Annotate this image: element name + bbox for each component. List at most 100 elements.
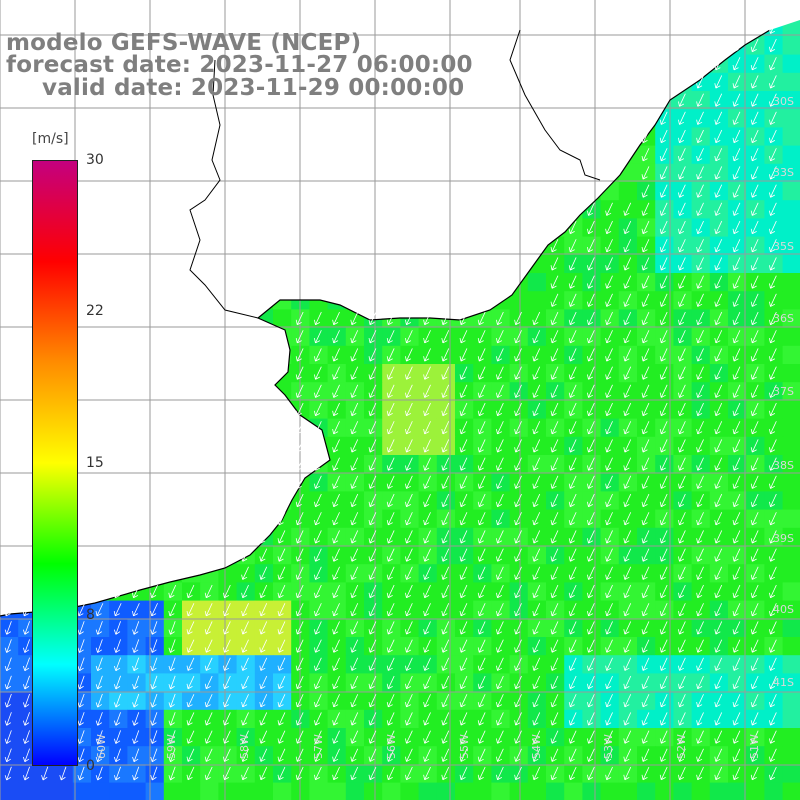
wind-speed-cell — [382, 782, 401, 800]
wind-arrow — [641, 402, 650, 417]
wind-speed-cell — [546, 746, 565, 765]
wind-speed-cell — [691, 418, 711, 438]
wind-arrow — [314, 330, 322, 344]
wind-arrow — [714, 384, 723, 398]
wind-speed-cell — [163, 746, 183, 765]
wind-arrow — [477, 621, 486, 635]
wind-arrow — [295, 675, 304, 690]
wind-speed-cell — [382, 345, 401, 365]
wind-arrow — [441, 694, 450, 708]
wind-arrow — [423, 457, 431, 471]
wind-arrow — [769, 402, 777, 417]
wind-arrow — [423, 402, 431, 417]
wind-speed-cell — [145, 655, 165, 674]
wind-speed-cell — [109, 709, 128, 729]
wind-arrow — [95, 639, 103, 653]
wind-arrow — [732, 257, 741, 271]
wind-speed-cell — [163, 728, 183, 747]
wind-speed-cell — [746, 746, 765, 765]
wind-arrow — [477, 348, 486, 362]
wind-speed-cell — [473, 509, 492, 529]
wind-speed-cell — [0, 764, 19, 784]
wind-speed-cell — [91, 618, 110, 638]
wind-arrow — [459, 366, 468, 380]
wind-speed-cell — [655, 655, 674, 674]
wind-arrow — [241, 730, 249, 744]
wind-arrow — [496, 621, 504, 635]
wind-arrow — [423, 748, 431, 762]
wind-speed-cell — [655, 327, 674, 347]
wind-arrow — [750, 530, 759, 544]
wind-arrow — [241, 566, 249, 580]
wind-speed-cell — [637, 218, 656, 238]
wind-arrow — [714, 348, 723, 362]
wind-speed-cell — [455, 637, 474, 656]
wind-speed-cell — [673, 145, 693, 165]
wind-arrow — [659, 311, 668, 326]
wind-speed-cell — [546, 418, 565, 438]
wind-arrow — [550, 621, 559, 635]
wind-speed-cell — [582, 327, 602, 347]
wind-arrow — [550, 220, 559, 235]
wind-arrow — [277, 512, 286, 526]
wind-arrow — [405, 712, 413, 726]
wind-speed-cell — [618, 618, 638, 638]
wind-speed-cell — [746, 54, 765, 74]
wind-speed-cell — [764, 655, 784, 674]
wind-speed-cell — [327, 709, 347, 729]
wind-speed-cell — [18, 764, 37, 784]
wind-speed-cell — [764, 546, 784, 565]
wind-arrow — [568, 293, 577, 307]
wind-speed-cell — [509, 491, 529, 511]
wind-arrow — [769, 293, 777, 307]
wind-arrow — [350, 384, 359, 398]
wind-speed-cell — [273, 691, 292, 711]
wind-arrow — [259, 766, 268, 781]
wind-speed-cell — [309, 764, 329, 784]
wind-arrow — [659, 603, 668, 617]
wind-speed-cell — [546, 364, 565, 383]
wind-speed-cell — [145, 746, 165, 765]
wind-speed-cell — [564, 600, 583, 620]
wind-arrow — [678, 348, 686, 362]
wind-speed-cell — [709, 746, 729, 765]
wind-speed-cell — [382, 473, 401, 492]
wind-speed-cell — [182, 673, 201, 693]
wind-arrow — [423, 712, 431, 726]
wind-speed-cell — [709, 728, 729, 747]
wind-arrow — [496, 348, 504, 362]
wind-arrow — [314, 657, 322, 671]
wind-arrow — [605, 675, 613, 690]
wind-arrow — [659, 712, 668, 726]
wind-arrow — [750, 239, 759, 253]
wind-arrow — [168, 639, 176, 653]
wind-speed-cell — [564, 655, 583, 674]
wind-arrow — [350, 548, 359, 562]
wind-speed-cell — [527, 455, 547, 474]
wind-speed-cell — [400, 400, 420, 420]
wind-arrow — [732, 366, 741, 380]
wind-arrow — [732, 275, 741, 289]
wind-speed-cell — [473, 582, 492, 602]
wind-speed-cell — [491, 582, 511, 602]
wind-arrow — [314, 766, 322, 781]
wind-arrow — [204, 603, 213, 617]
wind-speed-cell — [436, 673, 456, 693]
wind-arrow — [514, 384, 522, 398]
wind-speed-cell — [291, 782, 310, 800]
wind-arrow — [696, 311, 704, 326]
wind-speed-cell — [782, 291, 800, 310]
wind-speed-cell — [618, 345, 638, 365]
wind-speed-cell — [582, 382, 602, 401]
wind-speed-cell — [236, 655, 256, 674]
wind-speed-cell — [746, 91, 765, 110]
wind-speed-cell — [509, 782, 529, 800]
wind-speed-cell — [527, 345, 547, 365]
wind-arrow — [496, 603, 504, 617]
wind-speed-cell — [273, 709, 292, 729]
wind-arrow — [750, 2, 759, 16]
wind-arrow — [714, 57, 723, 71]
wind-arrow — [750, 566, 759, 580]
wind-speed-cell — [782, 655, 800, 674]
wind-arrow — [550, 293, 559, 307]
